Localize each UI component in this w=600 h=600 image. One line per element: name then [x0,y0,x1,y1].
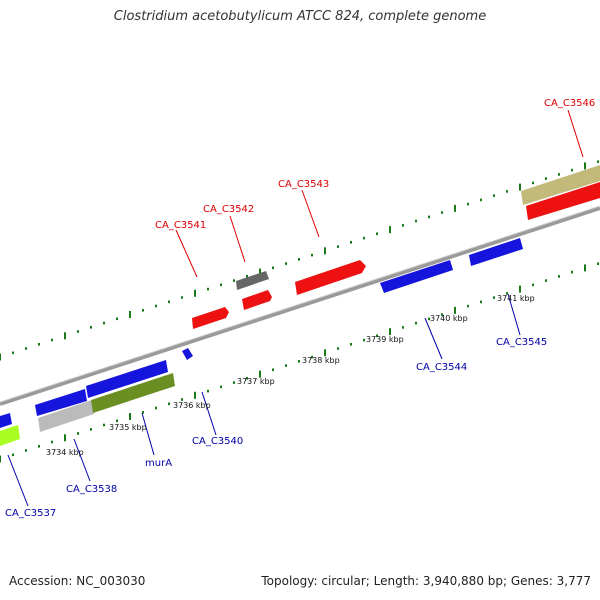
gene-label-CA_C3537[interactable]: CA_C3537 [5,508,56,519]
gene-murA[interactable] [91,373,175,413]
leader-line [229,215,246,263]
gene-arrow [242,290,272,310]
leader-line [73,438,91,482]
gene-murA-b[interactable] [86,360,168,398]
scale-label: 3740 kbp [430,314,468,323]
gene-label-CA_C3545[interactable]: CA_C3545 [496,337,547,348]
leader-line [507,293,521,336]
gene-label-CA_C3546[interactable]: CA_C3546 [544,98,595,109]
gene-label-CA_C3544[interactable]: CA_C3544 [416,362,467,373]
gene-arrow [236,271,269,290]
gene-arrow [0,425,20,446]
gene-CA_C3538[interactable] [38,400,94,432]
leader-line [301,189,320,238]
leader-line [567,109,584,158]
gene-arrow [380,260,453,293]
gene-CA_C3537[interactable] [0,425,20,446]
scale-label: 3741 kbp [497,294,535,303]
gene-label-CA_C3541[interactable]: CA_C3541 [155,220,206,231]
leader-line [175,229,198,278]
gene-CA_C3543[interactable] [295,260,366,295]
gene-label-CA_C3538[interactable]: CA_C3538 [66,484,117,495]
gene-CA_C3544[interactable] [380,260,453,293]
scale-label: 3739 kbp [366,335,404,344]
gene-CA_C3546-b[interactable] [526,182,600,220]
genome-backbone-highlight [0,205,600,403]
gene-label-CA_C3542[interactable]: CA_C3542 [203,204,254,215]
scale-label: 3737 kbp [237,377,275,386]
scale-label: 3735 kbp [109,423,147,432]
gene-arrow [35,389,87,416]
gene-CA_C3545[interactable] [469,238,523,266]
leader-line [141,412,155,456]
gene-arrow [192,307,229,329]
genome-title: Clostridium acetobutylicum ATCC 824, com… [113,9,487,24]
scale-label: 3734 kbp [46,448,84,457]
genome-summary-text: Topology: circular; Length: 3,940,880 bp… [261,574,591,588]
gene-label-murA[interactable]: murA [145,458,172,469]
scale-label: 3738 kbp [302,356,340,365]
scale-labels: 3734 kbp 3735 kbp 3736 kbp 3737 kbp 3738… [46,294,535,457]
gene-arrow [469,238,523,266]
gene-arrow [0,413,12,428]
leader-lines [7,109,584,507]
gene-arrow [526,182,600,220]
gene-CA_C3538-b[interactable] [35,389,87,416]
gene-arrow [91,373,175,413]
leader-line [201,391,217,436]
gene-CA_C3537-prev[interactable] [0,413,12,428]
gene-arrow [182,348,193,360]
gene-arrow [38,400,94,432]
gene-label-CA_C3543[interactable]: CA_C3543 [278,179,329,190]
tick-track-upper [0,160,599,361]
scale-label: 3736 kbp [173,401,211,410]
gene-labels: CA_C3537 CA_C3538 murA CA_C3540 CA_C3541… [5,98,595,519]
gene-CA_C3540[interactable] [182,348,193,360]
gene-CA_C3542-a[interactable] [236,271,269,290]
gene-CA_C3541[interactable] [192,307,229,329]
tick-track-lower [0,262,599,463]
gene-CA_C3546-a[interactable] [521,165,600,205]
leader-line [424,317,443,360]
gene-arrow [295,260,366,295]
gene-CA_C3542-b[interactable] [242,290,272,310]
gene-arrow [521,165,600,205]
gene-arrow [86,360,168,398]
leader-line [7,454,29,507]
genome-backbone [0,206,600,406]
accession-text: Accession: NC_003030 [9,574,146,588]
gene-label-CA_C3540[interactable]: CA_C3540 [192,436,243,447]
